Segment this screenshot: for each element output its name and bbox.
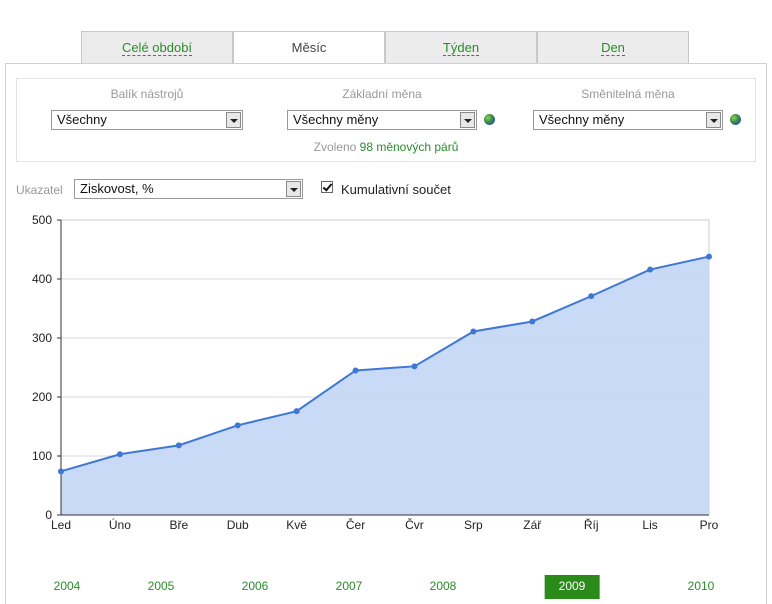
x-tick-label: Zář — [523, 518, 542, 532]
x-tick-label: Kvě — [286, 518, 307, 532]
x-tick-label: Lis — [642, 518, 657, 532]
data-point — [470, 328, 477, 335]
quote-currency-label: Směnitelná měna — [581, 87, 675, 101]
base-currency-label: Základní měna — [342, 87, 422, 101]
tab-day[interactable]: Den — [537, 31, 689, 63]
globe-icon[interactable] — [730, 114, 741, 125]
year-2007[interactable]: 2007 — [335, 579, 363, 593]
year-2010[interactable]: 2010 — [687, 579, 715, 593]
y-tick-label: 0 — [45, 508, 52, 522]
data-point — [293, 408, 300, 415]
data-point — [706, 253, 712, 260]
base-currency-select[interactable]: Všechny měny — [287, 110, 477, 130]
tab-label: Celé období — [121, 40, 193, 56]
selected-pairs-text: Zvoleno 98 měnových párů — [17, 140, 755, 154]
x-tick-label: Bře — [169, 518, 188, 532]
y-tick-label: 500 — [32, 213, 52, 227]
filter-box: Balík nástrojů Všechny Základní měna Vše… — [16, 78, 756, 162]
toolkit-label: Balík nástrojů — [110, 87, 184, 101]
tab-label: Týden — [442, 40, 480, 56]
toolkit-select[interactable]: Všechny — [51, 110, 243, 130]
data-point — [352, 367, 359, 374]
quote-currency-value: Všechny měny — [539, 112, 625, 127]
data-point — [588, 293, 595, 300]
chevron-down-icon[interactable] — [286, 181, 301, 197]
data-point — [234, 422, 241, 429]
toolkit-value: Všechny — [57, 112, 107, 127]
x-tick-label: Dub — [227, 518, 249, 532]
selected-prefix: Zvoleno — [313, 140, 357, 154]
data-point — [529, 318, 536, 325]
y-tick-label: 100 — [32, 449, 52, 463]
year-2004[interactable]: 2004 — [53, 579, 81, 593]
chevron-down-icon[interactable] — [226, 112, 241, 128]
data-point — [411, 363, 418, 370]
tab-label: Měsíc — [291, 40, 327, 55]
y-tick-label: 200 — [32, 390, 52, 404]
x-tick-label: Čer — [346, 517, 365, 532]
x-tick-label: Říj — [584, 517, 599, 532]
data-point — [116, 451, 123, 458]
data-point — [58, 468, 64, 475]
year-selector: 2004 2005 2006 2007 2008 2009 2010 — [0, 575, 772, 599]
data-point — [175, 442, 182, 449]
y-tick-label: 400 — [32, 272, 52, 286]
x-tick-label: Led — [51, 518, 71, 532]
tab-week[interactable]: Týden — [385, 31, 537, 63]
indicator-value: Ziskovost, % — [80, 181, 154, 196]
cumulative-label: Kumulativní součet — [341, 182, 451, 197]
tab-whole-period[interactable]: Celé období — [81, 31, 233, 63]
y-tick-label: 300 — [32, 331, 52, 345]
cumulative-checkbox[interactable] — [321, 181, 333, 193]
quote-currency-filter: Směnitelná měna — [533, 87, 723, 101]
series-line — [60, 255, 710, 473]
x-tick-label: Čvr — [405, 517, 424, 532]
year-2008[interactable]: 2008 — [429, 579, 457, 593]
indicator-label: Ukazatel — [16, 183, 63, 197]
base-currency-value: Všechny měny — [293, 112, 379, 127]
tab-label: Den — [601, 40, 625, 56]
chevron-down-icon[interactable] — [706, 112, 721, 128]
x-tick-label: Úno — [109, 517, 131, 532]
data-point — [647, 266, 654, 273]
globe-icon[interactable] — [484, 114, 495, 125]
profitability-chart: 0 100 200 300 400 500 Led Úno Bře Dub Kvě Čer Čvr Srp… — [32, 213, 719, 532]
x-tick-label: Pro — [700, 518, 719, 532]
base-currency-filter: Základní měna — [287, 87, 477, 101]
toolkit-filter: Balík nástrojů — [51, 87, 243, 101]
year-2009[interactable]: 2009 — [544, 575, 600, 599]
year-2005[interactable]: 2005 — [147, 579, 175, 593]
indicator-select[interactable]: Ziskovost, % — [74, 179, 303, 199]
quote-currency-select[interactable]: Všechny měny — [533, 110, 723, 130]
year-2006[interactable]: 2006 — [241, 579, 269, 593]
x-tick-label: Srp — [464, 518, 483, 532]
period-tabs: Celé období Měsíc Týden Den — [81, 31, 689, 64]
selected-count: 98 měnových párů — [359, 140, 459, 154]
series-area — [61, 256, 709, 515]
tab-month[interactable]: Měsíc — [233, 31, 385, 64]
chevron-down-icon[interactable] — [460, 112, 475, 128]
